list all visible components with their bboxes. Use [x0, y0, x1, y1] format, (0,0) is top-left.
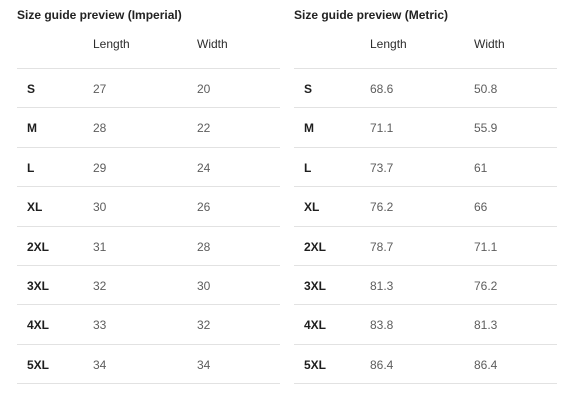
width-value: 55.9 [474, 121, 498, 136]
width-value: 22 [197, 121, 211, 136]
width-value: 30 [197, 278, 211, 293]
size-label: L [304, 160, 312, 175]
width-value: 76.2 [474, 278, 498, 293]
length-value: 78.7 [370, 239, 394, 254]
length-value: 31 [93, 239, 107, 254]
size-label: XL [304, 200, 320, 215]
width-value: 86.4 [474, 357, 498, 372]
size-label: L [27, 160, 35, 175]
length-value: 34 [93, 357, 107, 372]
size-label: M [304, 121, 314, 136]
size-label: 5XL [27, 357, 50, 372]
length-value: 32 [93, 278, 107, 293]
size-label: XL [27, 200, 43, 215]
size-label: 2XL [304, 239, 327, 254]
table-row: 3XL 81.3 76.2 [294, 264, 557, 304]
length-value: 29 [93, 160, 107, 175]
size-label: 3XL [304, 278, 327, 293]
length-value: 68.6 [370, 82, 394, 96]
size-label: 2XL [27, 239, 50, 254]
metric-length-header: Length [370, 37, 407, 51]
length-value: 28 [93, 121, 107, 136]
width-value: 66 [474, 200, 488, 215]
length-value: 83.8 [370, 318, 394, 333]
size-label: S [304, 82, 313, 96]
table-row: XL 30 26 [17, 186, 280, 225]
imperial-width-header: Width [197, 37, 228, 51]
imperial-title: Size guide preview (Imperial) [17, 8, 182, 22]
table-row: S 68.6 50.8 [294, 68, 557, 107]
width-value: 24 [197, 160, 211, 175]
length-value: 27 [93, 82, 107, 96]
table-row: M 28 22 [17, 107, 280, 146]
width-value: 71.1 [474, 239, 498, 254]
table-row: S 27 20 [17, 68, 280, 107]
width-value: 81.3 [474, 318, 498, 333]
length-value: 30 [93, 200, 107, 215]
size-label: S [27, 82, 36, 96]
size-label: M [27, 121, 37, 136]
table-row: 5XL 34 34 [17, 343, 280, 385]
table-row: 2XL 31 28 [17, 225, 280, 265]
table-row: XL 76.2 66 [294, 186, 557, 225]
table-row: 5XL 86.4 86.4 [294, 343, 557, 385]
length-value: 86.4 [370, 357, 394, 372]
imperial-length-header: Length [93, 37, 130, 51]
imperial-table: S 27 20 M 28 22 L 29 24 XL 30 26 2XL 31 … [17, 68, 280, 385]
table-row: L 29 24 [17, 146, 280, 186]
width-value: 32 [197, 318, 211, 333]
table-row: L 73.7 61 [294, 146, 557, 186]
table-row: 2XL 78.7 71.1 [294, 225, 557, 265]
size-label: 5XL [304, 357, 327, 372]
size-label: 3XL [27, 278, 50, 293]
metric-title: Size guide preview (Metric) [294, 8, 449, 22]
width-value: 26 [197, 200, 211, 215]
size-label: 4XL [27, 318, 50, 333]
width-value: 61 [474, 160, 488, 175]
length-value: 76.2 [370, 200, 394, 215]
metric-width-header: Width [474, 37, 505, 51]
length-value: 33 [93, 318, 107, 333]
table-row: M 71.1 55.9 [294, 107, 557, 146]
width-value: 50.8 [474, 82, 498, 96]
width-value: 34 [197, 357, 211, 372]
width-value: 20 [197, 82, 211, 96]
metric-table: S 68.6 50.8 M 71.1 55.9 L 73.7 61 XL 76.… [294, 68, 557, 385]
length-value: 71.1 [370, 121, 394, 136]
width-value: 28 [197, 239, 211, 254]
size-label: 4XL [304, 318, 327, 333]
length-value: 81.3 [370, 278, 394, 293]
table-row: 4XL 83.8 81.3 [294, 304, 557, 343]
table-row: 4XL 33 32 [17, 304, 280, 343]
length-value: 73.7 [370, 160, 394, 175]
table-row: 3XL 32 30 [17, 264, 280, 304]
